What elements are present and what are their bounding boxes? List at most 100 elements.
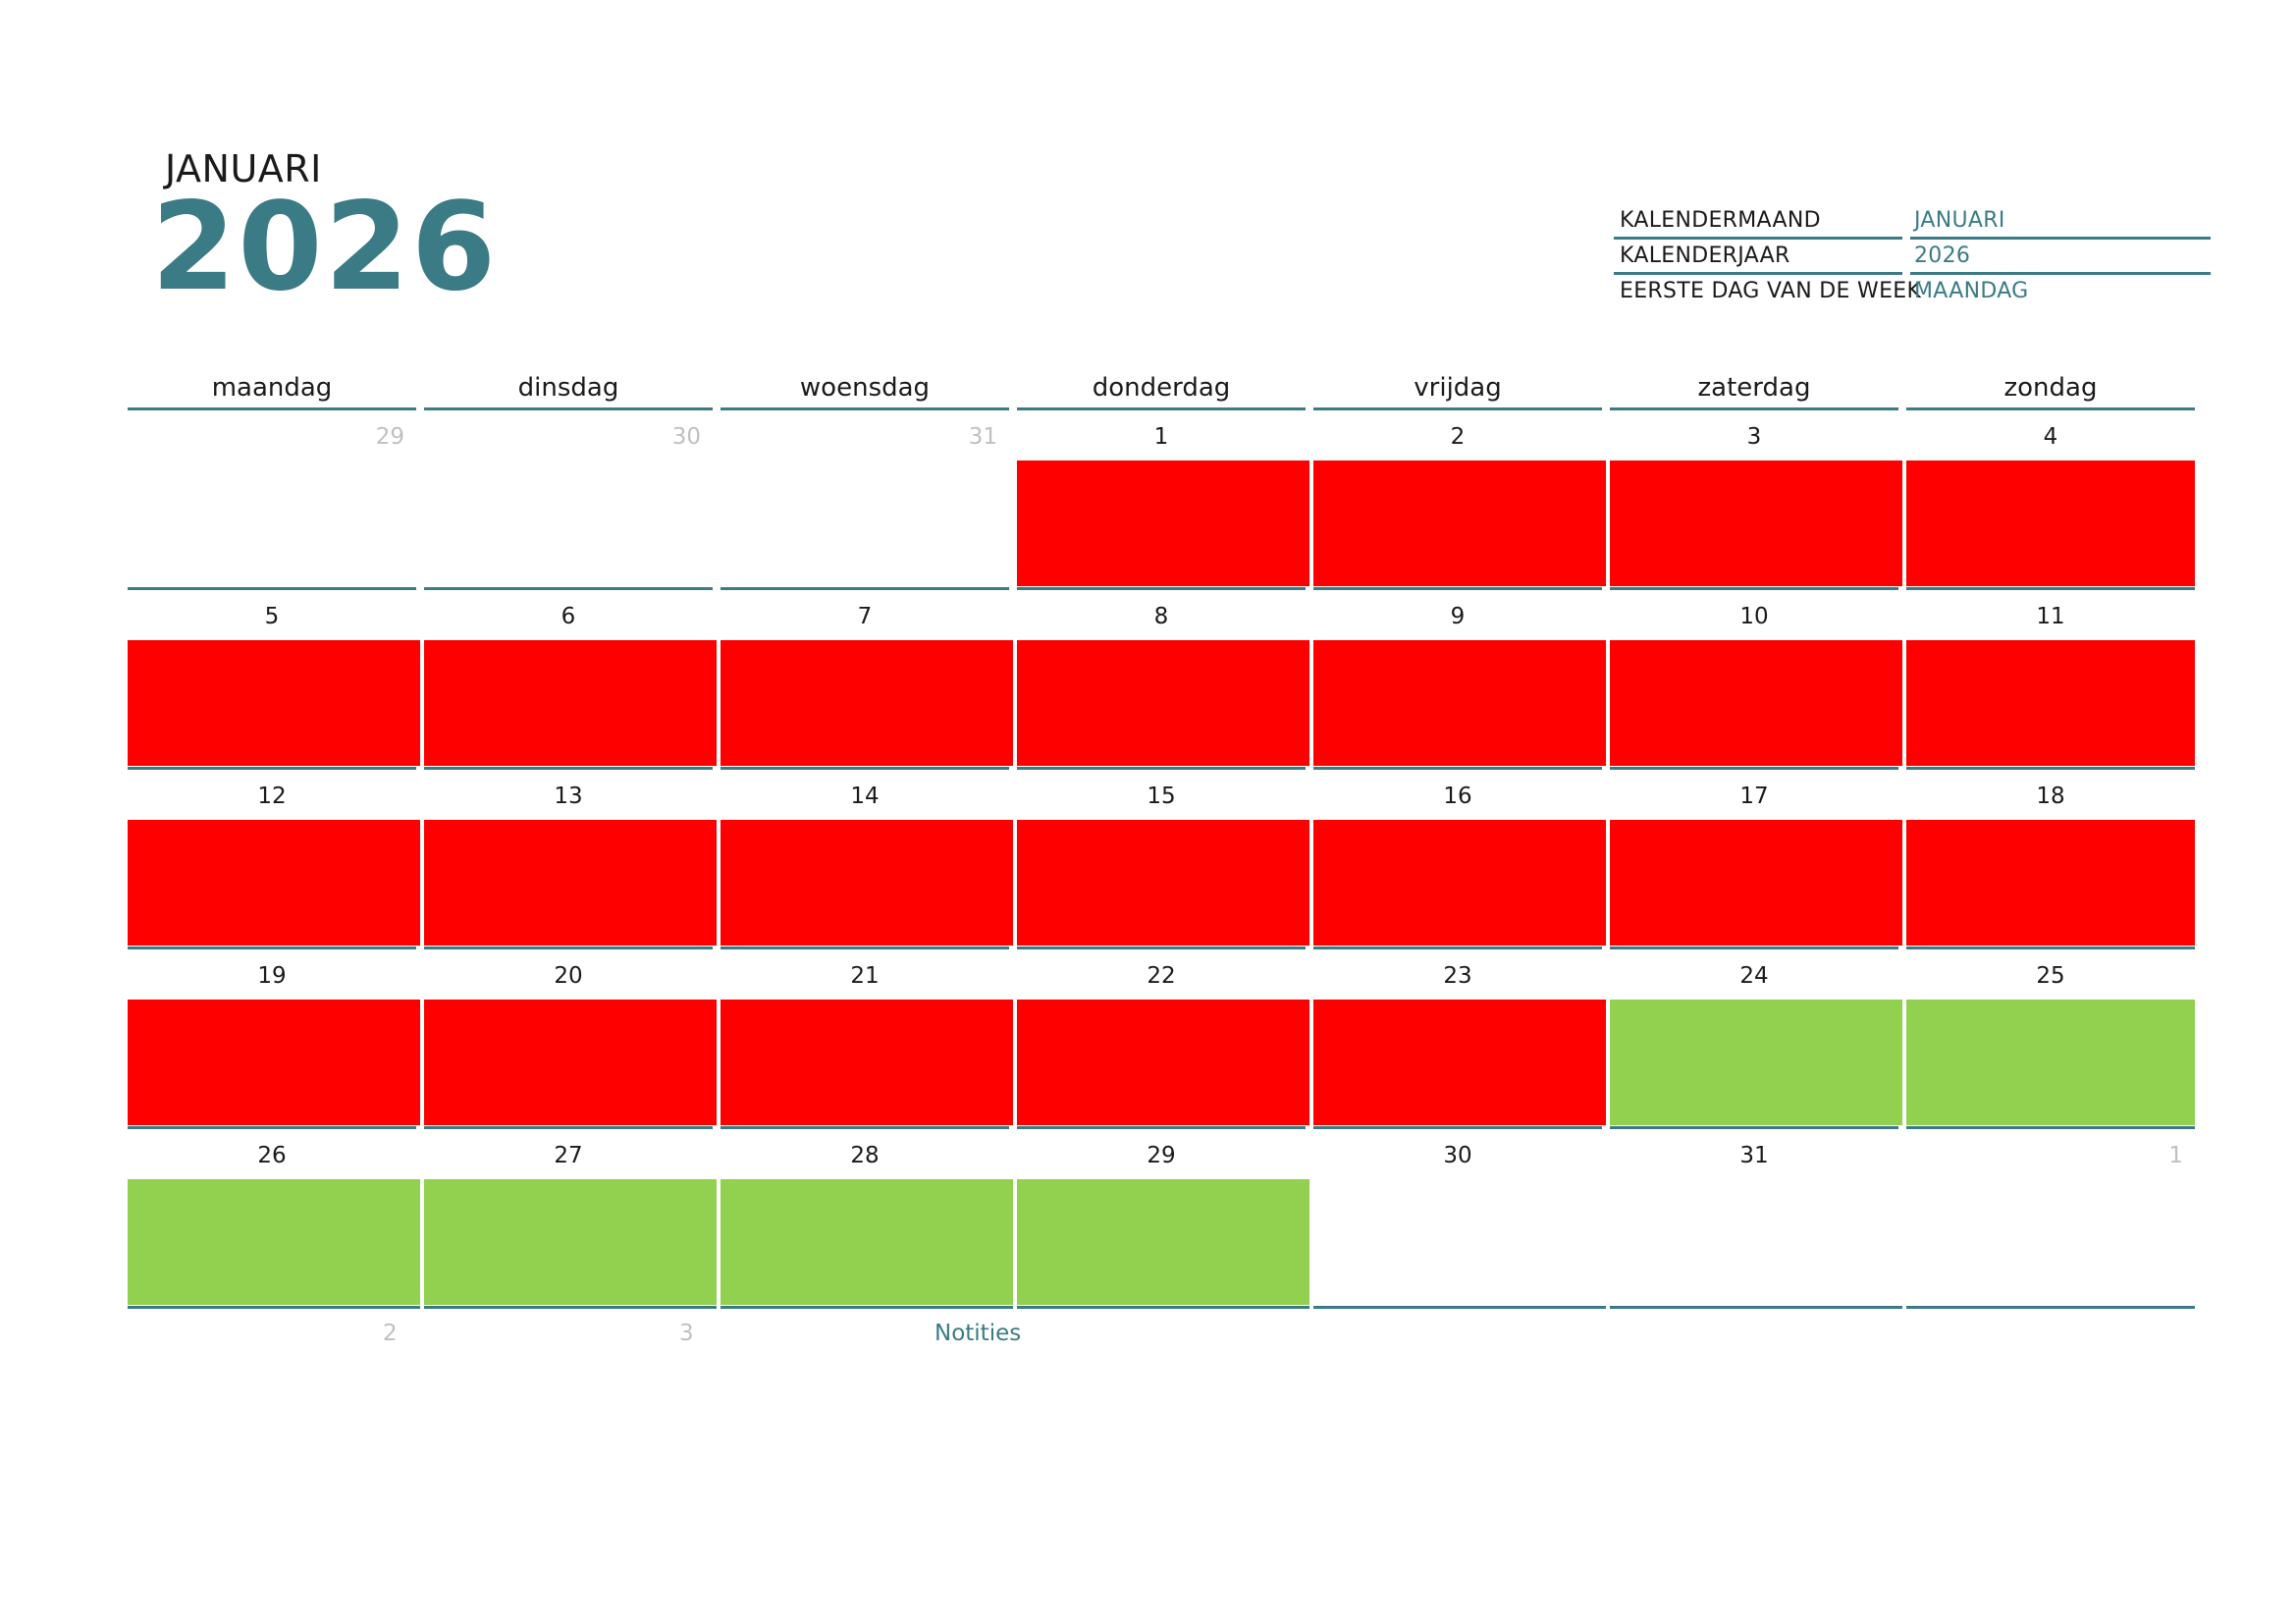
day-number: 20 <box>554 963 583 989</box>
weekday-label: zondag <box>2003 373 2098 403</box>
day-number: 11 <box>2036 604 2065 629</box>
red-highlight-block <box>1313 1000 1606 1125</box>
divider <box>1017 407 1306 410</box>
day-cell[interactable]: 31 <box>1610 1129 1902 1309</box>
day-cell[interactable]: 5 <box>128 590 420 770</box>
weekday-header-4: vrijdag <box>1313 373 1602 410</box>
settings-value-first-day[interactable]: MAANDAG <box>1914 279 2029 303</box>
red-highlight-block <box>1610 640 1902 766</box>
day-cell[interactable]: 4 <box>1906 410 2199 590</box>
day-cell[interactable]: 14 <box>721 770 1013 949</box>
divider <box>424 947 713 949</box>
red-highlight-block <box>1313 640 1606 766</box>
day-cell[interactable]: 24 <box>1610 949 1902 1129</box>
day-cell[interactable]: 25 <box>1906 949 2199 1129</box>
red-highlight-block <box>1610 460 1902 586</box>
red-highlight-block <box>1906 640 2195 766</box>
weekday-header-row: maandag dinsdag woensdag donderdag vrijdag za… <box>128 373 2211 410</box>
day-cell[interactable]: 3 <box>1610 410 1902 590</box>
day-cell[interactable]: 6 <box>424 590 717 770</box>
day-cell[interactable]: 27 <box>424 1129 717 1309</box>
weekday-header-1: dinsdag <box>424 373 713 410</box>
red-highlight-block <box>1906 460 2195 586</box>
divider <box>1610 1126 1898 1129</box>
day-number: 30 <box>671 424 701 450</box>
green-highlight-block <box>1906 1000 2195 1125</box>
day-cell[interactable]: 1 <box>1906 1129 2199 1309</box>
day-cell[interactable]: 23 <box>1313 949 1606 1129</box>
day-cell[interactable]: 29 <box>1017 1129 1309 1309</box>
day-number: 5 <box>264 604 280 629</box>
divider <box>721 587 1009 590</box>
settings-value-month[interactable]: JANUARI <box>1914 208 2005 233</box>
day-cell[interactable]: 12 <box>128 770 420 949</box>
day-cell[interactable]: 19 <box>128 949 420 1129</box>
red-highlight-block <box>1017 640 1309 766</box>
day-cell[interactable]: 9 <box>1313 590 1606 770</box>
day-cell[interactable]: 20 <box>424 949 717 1129</box>
divider <box>1017 587 1306 590</box>
weekday-label: woensdag <box>799 373 931 403</box>
red-highlight-block <box>1313 460 1606 586</box>
weekday-header-6: zondag <box>1906 373 2195 410</box>
divider <box>721 407 1009 410</box>
day-number: 3 <box>1746 424 1762 450</box>
day-cell[interactable]: 29 <box>128 410 420 590</box>
day-cell[interactable]: 1 <box>1017 410 1309 590</box>
red-highlight-block <box>721 820 1013 946</box>
day-cell[interactable]: 2 <box>1313 410 1606 590</box>
day-number: 10 <box>1739 604 1769 629</box>
weekday-label: maandag <box>211 373 333 403</box>
day-cell[interactable]: 16 <box>1313 770 1606 949</box>
weekday-label: zaterdag <box>1697 373 1811 403</box>
day-number: 26 <box>257 1143 287 1168</box>
day-cell[interactable]: 13 <box>424 770 717 949</box>
day-number: 22 <box>1147 963 1176 989</box>
weekday-label: dinsdag <box>517 373 619 403</box>
day-cell[interactable]: 30 <box>424 410 717 590</box>
day-cell[interactable]: 8 <box>1017 590 1309 770</box>
day-cell[interactable]: 22 <box>1017 949 1309 1129</box>
settings-value-year[interactable]: 2026 <box>1914 244 1971 268</box>
green-highlight-block <box>721 1179 1013 1305</box>
divider <box>128 767 416 770</box>
settings-row-month: KALENDERMAAND JANUARI <box>1614 204 2211 240</box>
day-cell[interactable]: 11 <box>1906 590 2199 770</box>
day-cell[interactable]: 30 <box>1313 1129 1606 1309</box>
divider <box>1313 1126 1602 1129</box>
divider <box>1313 587 1602 590</box>
day-number: 31 <box>1739 1143 1769 1168</box>
day-number: 25 <box>2036 963 2065 989</box>
divider <box>721 1126 1009 1129</box>
red-highlight-block <box>1313 820 1606 946</box>
day-number: 1 <box>1153 424 1169 450</box>
year-title: 2026 <box>151 177 499 318</box>
day-cell[interactable]: 28 <box>721 1129 1013 1309</box>
divider <box>1906 1306 2195 1309</box>
day-cell[interactable]: 21 <box>721 949 1013 1129</box>
red-highlight-block <box>1610 820 1902 946</box>
day-cell[interactable]: 10 <box>1610 590 1902 770</box>
day-cell[interactable]: 7 <box>721 590 1013 770</box>
settings-row-first-day: EERSTE DAG VAN DE WEEK MAANDAG <box>1614 275 2211 310</box>
day-number: 8 <box>1153 604 1169 629</box>
day-number: 24 <box>1739 963 1769 989</box>
day-cell[interactable]: 31 <box>721 410 1013 590</box>
divider <box>1313 767 1602 770</box>
day-cell[interactable]: 26 <box>128 1129 420 1309</box>
day-number: 18 <box>2036 784 2065 809</box>
day-cell[interactable]: 15 <box>1017 770 1309 949</box>
day-cell[interactable]: 17 <box>1610 770 1902 949</box>
day-number: 29 <box>375 424 404 450</box>
week-row: 29 30 31 1 2 3 4 <box>128 410 2211 590</box>
day-number: 28 <box>850 1143 880 1168</box>
green-highlight-block <box>1017 1179 1309 1305</box>
calendar-footer: 2 3 Notities <box>128 1309 2211 1368</box>
divider <box>1313 947 1602 949</box>
day-cell[interactable]: 18 <box>1906 770 2199 949</box>
divider <box>721 947 1009 949</box>
red-highlight-block <box>424 640 717 766</box>
notes-label[interactable]: Notities <box>934 1321 1022 1346</box>
divider <box>1017 947 1306 949</box>
